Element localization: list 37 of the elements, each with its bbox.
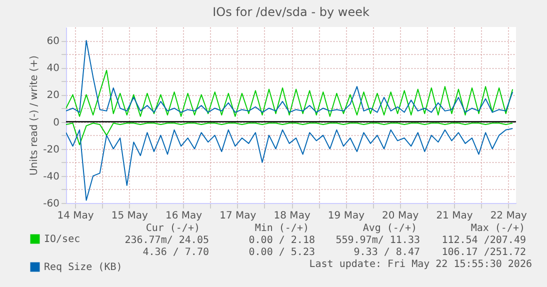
x-tick-label: 19 May (328, 210, 365, 222)
text: Cur (-/+) (146, 223, 200, 234)
text: 0.00 / 2.18 (248, 235, 315, 246)
text: Max (-/+) (470, 223, 525, 234)
line-series (66, 122, 514, 146)
text: 112.54 /207.49 (442, 235, 526, 246)
y-tick-label: 40 (46, 63, 60, 74)
x-tick-label: 20 May (382, 210, 419, 222)
y-tick-label: 60 (46, 36, 60, 48)
y-tick-label: -40 (43, 171, 60, 182)
legend-label: IO/sec (44, 234, 80, 245)
y-tick-label: -60 (43, 198, 60, 210)
text: 0.00 / 5.23 (248, 247, 315, 258)
x-tick-label: 14 May (57, 210, 94, 222)
text: Last update: Fri May 22 15:55:30 2026 (309, 259, 532, 270)
text: Min (-/+) (254, 223, 309, 234)
text: 9.33 / 8.47 (354, 247, 420, 258)
y-tick-label: -20 (43, 144, 60, 156)
line-series (66, 70, 514, 117)
x-tick-label: 15 May (111, 210, 148, 222)
text: 4.36 / 7.70 (142, 247, 209, 258)
text: 236.77m/ 24.05 (124, 235, 209, 246)
y-tick-label: 20 (46, 90, 60, 102)
x-tick-label: 18 May (274, 210, 310, 222)
x-tick-label: 17 May (220, 210, 256, 222)
x-tick-label: 21 May (436, 210, 473, 222)
x-tick-label: 16 May (166, 210, 202, 222)
line-series (66, 40, 514, 113)
text: 106.17 /251.72 (442, 247, 526, 258)
y-axis-title: Units read (-) / write (+) (29, 55, 40, 176)
text: Avg (-/+) (362, 223, 417, 234)
x-tick-label: 22 May (490, 210, 527, 222)
legend-label: Req Size (KB) (44, 262, 122, 273)
y-tick-label: 0 (53, 117, 60, 128)
line-series (66, 128, 514, 201)
text: 559.97m/ 11.33 (336, 235, 420, 246)
chart-title: IOs for /dev/sda - by week (212, 5, 370, 19)
